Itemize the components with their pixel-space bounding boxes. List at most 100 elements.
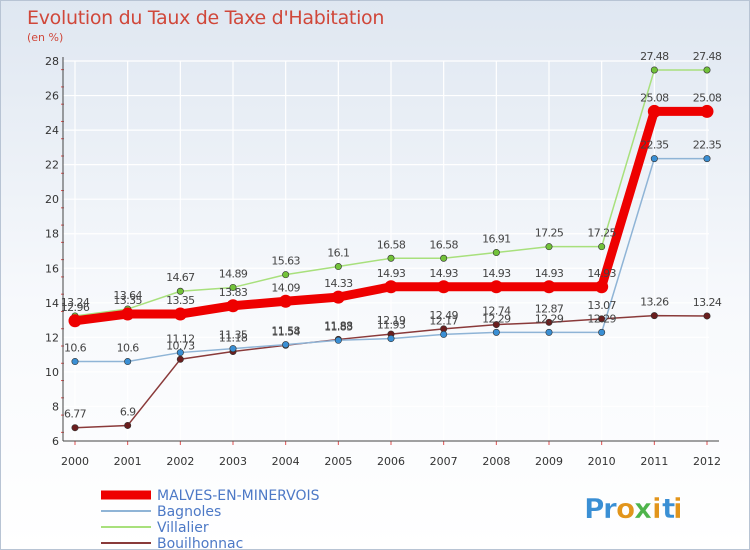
grid-lines <box>63 60 709 442</box>
logo-letter-1: r <box>603 492 617 525</box>
data-label-bagnoles-2003: 11.35 <box>219 329 248 342</box>
data-label-bagnoles-2005: 11.83 <box>324 320 353 333</box>
point-bouilhonnac-2002 <box>176 355 184 363</box>
data-label-malves-en-minervois-2006: 14.93 <box>377 267 406 280</box>
point-malves-en-minervois-2007 <box>437 280 451 294</box>
legend: MALVES-EN-MINERVOISBagnolesVillalierBoui… <box>101 488 320 549</box>
point-bagnoles-2012 <box>703 155 711 163</box>
data-label-villalier-2009: 17.25 <box>535 227 564 240</box>
point-villalier-2006 <box>387 254 395 262</box>
x-tick-label-2003: 2003 <box>219 455 247 468</box>
y-tick-label-20: 20 <box>45 193 59 206</box>
data-label-bouilhonnac-2012: 13.24 <box>693 296 722 309</box>
x-tick-label-2005: 2005 <box>324 455 352 468</box>
legend-label-malves-en-minervois: MALVES-EN-MINERVOIS <box>157 488 320 504</box>
data-label-bagnoles-2002: 11.12 <box>166 333 195 346</box>
data-label-bouilhonnac-2005: 11.88 <box>324 319 353 332</box>
logo-letter-4: i <box>652 492 662 525</box>
data-label-malves-en-minervois-2005: 14.33 <box>324 277 353 290</box>
data-label-bagnoles-2007: 12.17 <box>429 314 458 327</box>
point-malves-en-minervois-2010 <box>595 280 609 294</box>
y-tick-label-10: 10 <box>45 366 59 379</box>
y-tick-label-14: 14 <box>45 297 59 310</box>
data-label-villalier-2007: 16.58 <box>429 238 458 251</box>
series-layer <box>68 66 714 432</box>
data-label-bagnoles-2010: 12.29 <box>587 312 616 325</box>
point-bouilhonnac-2000 <box>71 424 79 432</box>
y-tick-label-26: 26 <box>45 90 59 103</box>
x-tick-label-2000: 2000 <box>61 455 89 468</box>
data-label-bagnoles-2001: 10.6 <box>117 342 140 355</box>
axes: 6 8 10 12 14 16 18 20 22 24 26 28 2000 2001 2002 2003 20… <box>45 55 721 468</box>
point-villalier-2009 <box>545 243 553 251</box>
data-label-bouilhonnac-2010: 13.07 <box>587 299 616 312</box>
point-malves-en-minervois-2000 <box>68 314 82 328</box>
data-label-villalier-2000: 13.24 <box>61 296 90 309</box>
point-malves-en-minervois-2011 <box>647 104 661 118</box>
point-villalier-2005 <box>334 263 342 271</box>
data-label-villalier-2002: 14.67 <box>166 271 195 284</box>
y-tick-label-8: 8 <box>52 400 59 413</box>
point-bagnoles-2009 <box>545 328 553 336</box>
chart-title: Evolution du Taux de Taxe d'Habitation <box>27 7 385 29</box>
legend-label-villalier: Villalier <box>157 520 209 536</box>
point-malves-en-minervois-2012 <box>700 104 714 118</box>
data-label-bouilhonnac-2001: 6.9 <box>120 405 136 418</box>
point-villalier-2002 <box>176 287 184 295</box>
legend-label-bouilhonnac: Bouilhonnac <box>157 536 243 549</box>
x-tick-label-2010: 2010 <box>588 455 616 468</box>
point-villalier-2011 <box>650 66 658 74</box>
proxiti-logo: Pr ox i ti <box>584 492 683 526</box>
data-label-malves-en-minervois-2002: 13.35 <box>166 294 195 307</box>
data-label-bagnoles-2000: 10.6 <box>64 342 87 355</box>
data-label-bagnoles-2004: 11.58 <box>271 325 300 338</box>
data-label-villalier-2005: 16.1 <box>327 247 349 260</box>
data-label-villalier-2008: 16.91 <box>482 233 511 246</box>
y-tick-label-22: 22 <box>45 159 59 172</box>
point-villalier-2007 <box>440 254 448 262</box>
point-bagnoles-2011 <box>650 155 658 163</box>
point-malves-en-minervois-2006 <box>384 280 398 294</box>
point-bagnoles-2008 <box>492 328 500 336</box>
logo-letter-2: o <box>616 492 635 525</box>
x-tick-label-2006: 2006 <box>377 455 405 468</box>
data-label-villalier-2006: 16.58 <box>377 238 406 251</box>
point-villalier-2003 <box>229 283 237 291</box>
point-villalier-2010 <box>598 243 606 251</box>
data-label-malves-en-minervois-2012: 25.08 <box>693 91 722 104</box>
data-label-bouilhonnac-2007: 12.49 <box>429 309 458 322</box>
data-label-villalier-2012: 27.48 <box>693 50 722 63</box>
point-villalier-2012 <box>703 66 711 74</box>
data-label-malves-en-minervois-2003: 13.83 <box>219 286 248 299</box>
x-tick-label-2008: 2008 <box>482 455 510 468</box>
data-label-malves-en-minervois-2007: 14.93 <box>429 267 458 280</box>
point-bagnoles-2002 <box>176 349 184 357</box>
data-label-bouilhonnac-2003: 11.18 <box>219 332 248 345</box>
data-label-villalier-2003: 14.89 <box>219 267 248 280</box>
data-label-bagnoles-2011: 22.35 <box>640 139 669 152</box>
data-label-bagnoles-2006: 11.93 <box>377 319 406 332</box>
logo-letter-5: t <box>662 492 675 525</box>
point-bagnoles-2003 <box>229 345 237 353</box>
point-bagnoles-2004 <box>282 341 290 349</box>
data-label-bouilhonnac-2002: 10.73 <box>166 339 195 352</box>
y-tick-label-12: 12 <box>45 331 59 344</box>
point-bagnoles-2001 <box>124 358 132 366</box>
x-tick-label-2007: 2007 <box>430 455 458 468</box>
logo-letter-0: P <box>584 492 605 525</box>
point-bouilhonnac-2011 <box>650 312 658 320</box>
chart-unit: (en %) <box>27 31 64 44</box>
point-malves-en-minervois-2002 <box>173 307 187 321</box>
point-malves-en-minervois-2009 <box>542 280 556 294</box>
point-bagnoles-2005 <box>334 336 342 344</box>
data-label-malves-en-minervois-2008: 14.93 <box>482 267 511 280</box>
data-labels-layer: 12.96 13.35 13.35 13.83 14.09 14.33 14.93 14.93… <box>61 50 723 421</box>
x-tick-label-2004: 2004 <box>272 455 300 468</box>
x-tick-label-2011: 2011 <box>640 455 668 468</box>
data-label-malves-en-minervois-2001: 13.35 <box>113 294 142 307</box>
point-malves-en-minervois-2005 <box>331 290 345 304</box>
data-label-bouilhonnac-2004: 11.54 <box>271 325 300 338</box>
data-label-bouilhonnac-2008: 12.74 <box>482 305 511 318</box>
point-malves-en-minervois-2004 <box>279 294 293 308</box>
